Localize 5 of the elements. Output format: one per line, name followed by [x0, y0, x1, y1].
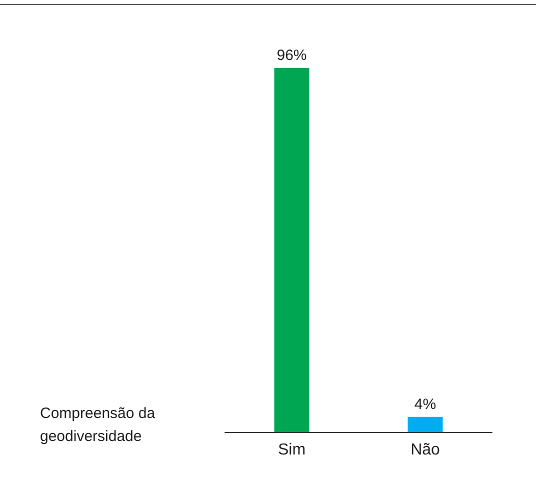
data-label: 4%: [414, 396, 436, 413]
x-tick-label: Não: [410, 442, 440, 458]
x-axis-title: Compreensão da geodiversidade: [40, 405, 160, 445]
data-label: 96%: [276, 47, 307, 64]
x-tick-label: Sim: [278, 442, 306, 458]
